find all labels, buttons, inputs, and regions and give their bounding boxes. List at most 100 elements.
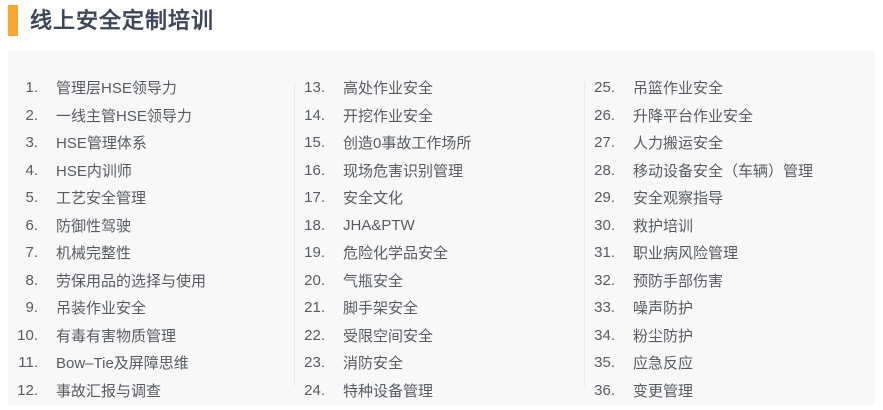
course-number: 33. bbox=[594, 299, 615, 317]
course-item: 23. 消防安全 bbox=[295, 349, 584, 377]
course-label: 预防手部伤害 bbox=[633, 272, 724, 290]
course-label: 消防安全 bbox=[343, 355, 404, 373]
course-number: 1. bbox=[25, 79, 38, 97]
course-number: 16. bbox=[304, 161, 325, 179]
course-number: 9. bbox=[25, 299, 38, 317]
course-label: 升降平台作业安全 bbox=[633, 107, 754, 125]
course-number: 32. bbox=[594, 271, 615, 289]
course-label: 噪声防护 bbox=[633, 300, 694, 318]
course-number: 25. bbox=[594, 79, 615, 97]
course-item: 12. 事故汇报与调查 bbox=[8, 377, 294, 405]
course-label: 人力搬运安全 bbox=[633, 135, 724, 153]
course-list-card: 1. 管理层HSE领导力 2. 一线主管HSE领导力 3. HSE管理体系 4. HSE内训师… bbox=[8, 50, 875, 405]
course-item: 18. JHA&PTW bbox=[295, 212, 584, 240]
course-number: 4. bbox=[25, 161, 38, 179]
course-number: 3. bbox=[25, 134, 38, 152]
course-item: 2. 一线主管HSE领导力 bbox=[8, 102, 294, 130]
course-label: 安全观察指导 bbox=[633, 190, 724, 208]
course-number: 34. bbox=[594, 326, 615, 344]
course-column-3: 25. 吊篮作业安全 26. 升降平台作业安全 27. 人力搬运安全 28. 移动设备安全（车… bbox=[585, 50, 875, 405]
course-number: 20. bbox=[304, 271, 325, 289]
course-item: 30. 救护培训 bbox=[585, 212, 875, 240]
course-number: 14. bbox=[304, 106, 325, 124]
course-number: 17. bbox=[304, 189, 325, 207]
course-number: 22. bbox=[304, 326, 325, 344]
course-number: 21. bbox=[304, 299, 325, 317]
course-item: 17. 安全文化 bbox=[295, 184, 584, 212]
course-item: 25. 吊篮作业安全 bbox=[585, 74, 875, 102]
course-column-2: 13. 高处作业安全 14. 开挖作业安全 15. 创造0事故工作场所 16. 现场危害识别管… bbox=[295, 50, 584, 405]
course-item: 27. 人力搬运安全 bbox=[585, 129, 875, 157]
course-label: 吊装作业安全 bbox=[56, 300, 147, 318]
course-item: 13. 高处作业安全 bbox=[295, 74, 584, 102]
course-item: 24. 特种设备管理 bbox=[295, 377, 584, 405]
course-item: 34. 粉尘防护 bbox=[585, 322, 875, 350]
course-label: 职业病风险管理 bbox=[633, 245, 739, 263]
course-item: 10. 有毒有害物质管理 bbox=[8, 322, 294, 350]
course-number: 6. bbox=[25, 216, 38, 234]
course-label: 劳保用品的选择与使用 bbox=[56, 272, 207, 290]
course-number: 26. bbox=[594, 106, 615, 124]
course-label: 开挖作业安全 bbox=[343, 107, 434, 125]
course-number: 7. bbox=[25, 244, 38, 262]
course-number: 28. bbox=[594, 161, 615, 179]
course-label: HSE内训师 bbox=[56, 162, 132, 180]
course-label: 安全文化 bbox=[343, 190, 404, 208]
course-number: 24. bbox=[304, 381, 325, 399]
course-item: 19. 危险化学品安全 bbox=[295, 239, 584, 267]
course-label: 受限空间安全 bbox=[343, 327, 434, 345]
course-label: 工艺安全管理 bbox=[56, 190, 147, 208]
course-label: HSE管理体系 bbox=[56, 135, 147, 153]
course-label: 机械完整性 bbox=[56, 245, 132, 263]
course-label: 变更管理 bbox=[633, 382, 694, 400]
accent-bar bbox=[8, 5, 18, 36]
course-item: 8. 劳保用品的选择与使用 bbox=[8, 267, 294, 295]
course-number: 13. bbox=[304, 79, 325, 97]
course-item: 22. 受限空间安全 bbox=[295, 322, 584, 350]
course-number: 30. bbox=[594, 216, 615, 234]
course-label: JHA&PTW bbox=[343, 216, 415, 234]
course-label: 危险化学品安全 bbox=[343, 245, 449, 263]
course-number: 11. bbox=[18, 354, 38, 372]
course-item: 4. HSE内训师 bbox=[8, 157, 294, 185]
course-item: 20. 气瓶安全 bbox=[295, 267, 584, 295]
course-number: 18. bbox=[304, 216, 325, 234]
course-label: 防御性驾驶 bbox=[56, 217, 132, 235]
course-label: 创造0事故工作场所 bbox=[343, 135, 472, 153]
column-divider bbox=[294, 82, 295, 386]
course-item: 3. HSE管理体系 bbox=[8, 129, 294, 157]
course-item: 9. 吊装作业安全 bbox=[8, 294, 294, 322]
course-item: 5. 工艺安全管理 bbox=[8, 184, 294, 212]
course-item: 6. 防御性驾驶 bbox=[8, 212, 294, 240]
course-item: 14. 开挖作业安全 bbox=[295, 102, 584, 130]
course-number: 31. bbox=[594, 244, 615, 262]
course-label: 现场危害识别管理 bbox=[343, 162, 464, 180]
course-item: 16. 现场危害识别管理 bbox=[295, 157, 584, 185]
course-label: 事故汇报与调查 bbox=[56, 382, 162, 400]
course-item: 11. Bow–Tie及屏障思维 bbox=[8, 349, 294, 377]
course-label: 高处作业安全 bbox=[343, 80, 434, 98]
course-item: 33. 噪声防护 bbox=[585, 294, 875, 322]
course-number: 5. bbox=[25, 189, 38, 207]
course-number: 29. bbox=[594, 189, 615, 207]
course-label: 特种设备管理 bbox=[343, 382, 434, 400]
course-number: 8. bbox=[25, 271, 38, 289]
course-number: 36. bbox=[594, 381, 615, 399]
course-number: 19. bbox=[304, 244, 325, 262]
course-item: 1. 管理层HSE领导力 bbox=[8, 74, 294, 102]
course-number: 15. bbox=[304, 134, 325, 152]
course-column-1: 1. 管理层HSE领导力 2. 一线主管HSE领导力 3. HSE管理体系 4. HSE内训师… bbox=[8, 50, 294, 405]
course-label: Bow–Tie及屏障思维 bbox=[56, 355, 189, 373]
course-label: 气瓶安全 bbox=[343, 272, 404, 290]
course-label: 有毒有害物质管理 bbox=[56, 327, 177, 345]
course-label: 管理层HSE领导力 bbox=[56, 80, 177, 98]
course-number: 10. bbox=[17, 326, 38, 344]
course-number: 2. bbox=[25, 106, 38, 124]
course-label: 应急反应 bbox=[633, 355, 694, 373]
course-label: 救护培训 bbox=[633, 217, 694, 235]
course-number: 27. bbox=[594, 134, 615, 152]
course-number: 12. bbox=[17, 381, 38, 399]
course-item: 28. 移动设备安全（车辆）管理 bbox=[585, 157, 875, 185]
course-label: 一线主管HSE领导力 bbox=[56, 107, 192, 125]
course-item: 15. 创造0事故工作场所 bbox=[295, 129, 584, 157]
